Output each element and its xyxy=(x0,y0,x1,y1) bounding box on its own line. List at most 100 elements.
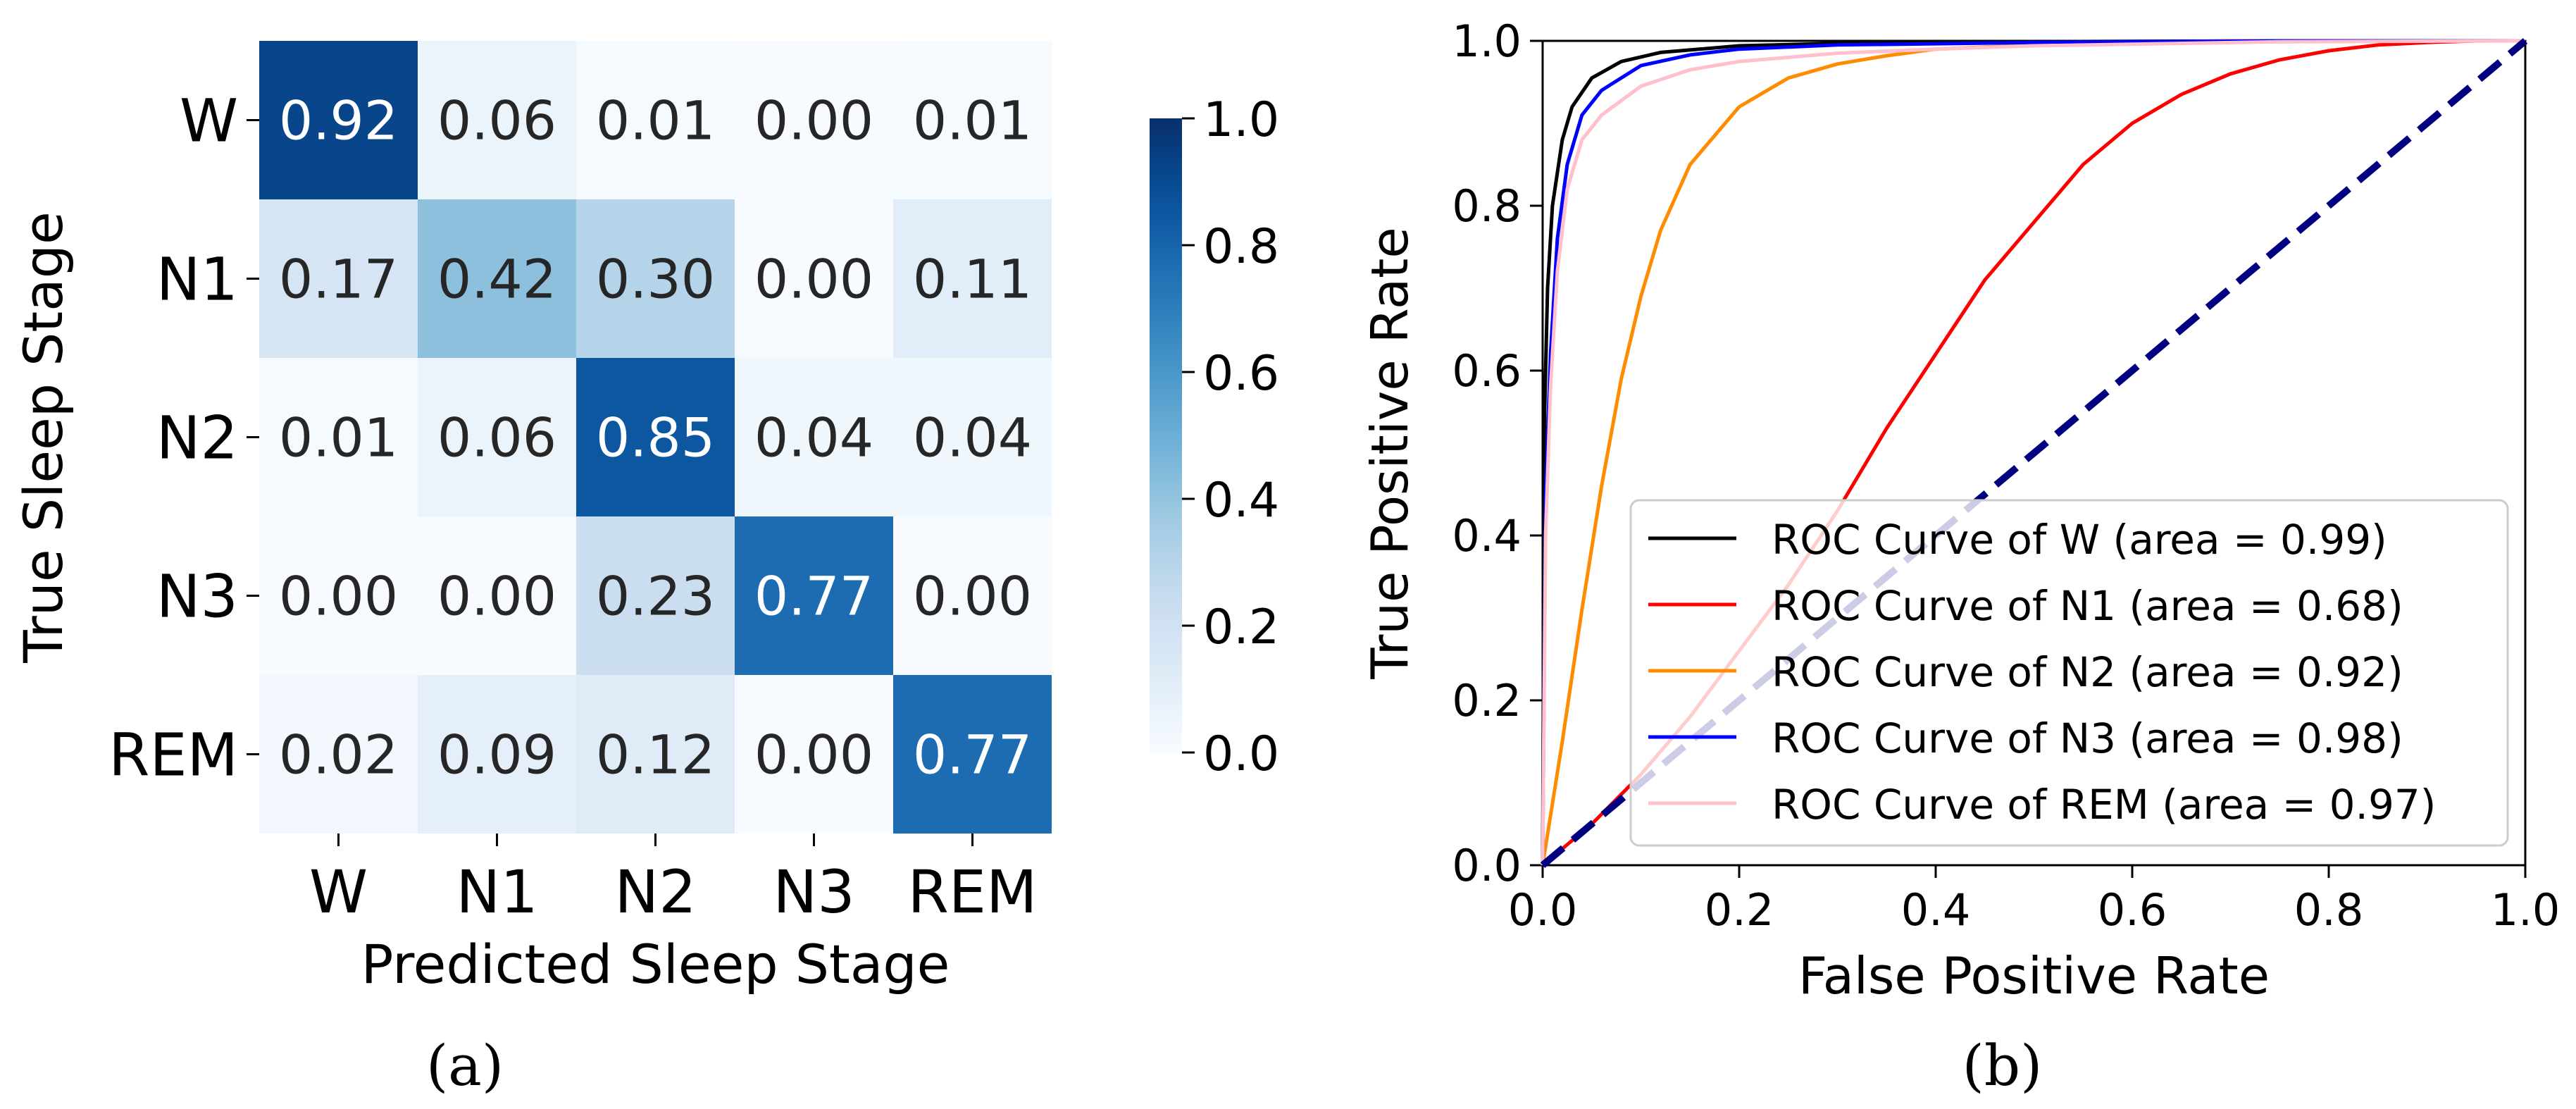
colorbar-tick-label: 0.4 xyxy=(1203,473,1279,528)
cm-value-label: 0.06 xyxy=(437,89,556,152)
cm-x-tick-label: N3 xyxy=(773,857,854,927)
roc-legend-label: ROC Curve of N3 (area = 0.98) xyxy=(1772,714,2403,762)
cm-value-label: 0.04 xyxy=(754,407,873,469)
colorbar-tick-label: 0.0 xyxy=(1203,726,1279,782)
roc-y-axis-label: True Positive Rate xyxy=(1360,227,1419,679)
roc-x-tick-label: 0.2 xyxy=(1705,884,1774,936)
colorbar-tick-label: 1.0 xyxy=(1203,92,1279,148)
confusion-matrix-panel: 0.92 0.06 0.01 0.00 0.01 0.17 0.42 0.30 0.00 0.11… xyxy=(12,41,1279,1098)
cm-cell xyxy=(576,41,735,199)
roc-legend-label: ROC Curve of W (area = 0.99) xyxy=(1772,516,2387,564)
roc-legend-label: ROC Curve of REM (area = 0.97) xyxy=(1772,781,2436,829)
cm-cell xyxy=(259,675,418,834)
roc-x-axis-label: False Positive Rate xyxy=(1798,946,2270,1005)
cm-cell xyxy=(576,516,735,675)
roc-y-tick-label: 0.6 xyxy=(1452,345,1522,397)
colorbar-gradient xyxy=(1150,118,1182,752)
cm-cell xyxy=(418,358,576,516)
roc-line-3 xyxy=(1541,39,2525,866)
cm-cell xyxy=(735,41,893,199)
cm-cell xyxy=(893,41,1052,199)
cm-x-tick-label: N2 xyxy=(614,857,696,927)
cm-value-label: 0.01 xyxy=(279,407,398,469)
roc-line-4 xyxy=(1541,39,2526,866)
cm-cell xyxy=(418,199,576,358)
cm-y-tick-label: N3 xyxy=(156,562,238,631)
panel-b-caption: (b) xyxy=(1962,1033,2043,1098)
colorbar: 0.0 0.2 0.4 0.6 0.8 1.0 xyxy=(1150,92,1279,782)
roc-x-tick-label: 1.0 xyxy=(2491,884,2561,936)
cm-cell xyxy=(893,358,1052,516)
cm-cell xyxy=(893,199,1052,358)
panel-a-caption: (a) xyxy=(426,1033,504,1098)
cm-y-tick-label: W xyxy=(180,87,238,156)
cm-y-tick-label: N2 xyxy=(156,404,238,473)
cm-cell xyxy=(259,516,418,675)
cm-cell xyxy=(259,358,418,516)
cm-value-label: 0.17 xyxy=(279,248,398,311)
cm-value-label: 0.23 xyxy=(596,565,715,628)
roc-y-tick-label: 0.8 xyxy=(1452,180,1522,232)
roc-legend-label: ROC Curve of N1 (area = 0.68) xyxy=(1772,582,2403,630)
colorbar-tick-label: 0.8 xyxy=(1203,219,1279,275)
cm-value-label: 0.00 xyxy=(754,248,873,311)
colorbar-tick-label: 0.6 xyxy=(1203,346,1279,402)
colorbar-tick-label: 0.2 xyxy=(1203,600,1279,655)
cm-value-label: 0.77 xyxy=(754,565,873,628)
cm-cell xyxy=(576,199,735,358)
cm-x-tick-label: N1 xyxy=(456,857,537,927)
cm-cell xyxy=(576,675,735,834)
cm-value-label: 0.85 xyxy=(596,407,715,469)
roc-legend: ROC Curve of W (area = 0.99) ROC Curve of… xyxy=(1629,499,2509,847)
cm-cell xyxy=(418,41,576,199)
cm-value-label: 0.92 xyxy=(279,89,398,152)
roc-legend-label: ROC Curve of N2 (area = 0.92) xyxy=(1772,648,2403,696)
cm-value-label: 0.01 xyxy=(596,89,715,152)
cm-value-label: 0.02 xyxy=(279,724,398,786)
roc-y-tick-label: 0.0 xyxy=(1452,840,1522,891)
cm-value-label: 0.01 xyxy=(913,89,1032,152)
cm-y-tick-label: N1 xyxy=(156,245,238,314)
roc-y-tick-label: 0.4 xyxy=(1452,510,1522,562)
cm-x-tick-label: W xyxy=(309,857,368,927)
cm-value-label: 0.00 xyxy=(279,565,398,628)
cm-y-tick-label: REM xyxy=(108,721,238,790)
cm-cell xyxy=(735,675,893,834)
cm-value-label: 0.77 xyxy=(913,724,1032,786)
roc-panel: 0.0 0.2 0.4 0.6 0.8 1.0 0.0 0.2 0.4 0.6 0.8 1.0 Fals… xyxy=(1360,16,2560,1098)
cm-value-label: 0.00 xyxy=(913,565,1032,628)
cm-cell xyxy=(735,516,893,675)
cm-x-axis-label: Predicted Sleep Stage xyxy=(361,933,950,996)
cm-value-label: 0.12 xyxy=(596,724,715,786)
cm-value-label: 0.04 xyxy=(913,407,1032,469)
roc-legend-box xyxy=(1629,499,2509,847)
cm-cell xyxy=(576,358,735,516)
confusion-matrix-cells xyxy=(259,41,1052,834)
cm-cell xyxy=(735,358,893,516)
cm-x-tick-label: REM xyxy=(908,857,1038,927)
cm-value-label: 0.30 xyxy=(596,248,715,311)
cm-cell xyxy=(893,516,1052,675)
cm-value-label: 0.00 xyxy=(437,565,556,628)
cm-value-label: 0.00 xyxy=(754,89,873,152)
cm-value-label: 0.00 xyxy=(754,724,873,786)
roc-x-tick-label: 0.0 xyxy=(1508,884,1578,936)
roc-y-tick-label: 1.0 xyxy=(1452,16,1522,67)
roc-y-tick-label: 0.2 xyxy=(1452,675,1522,726)
cm-value-label: 0.42 xyxy=(437,248,556,311)
cm-value-label: 0.11 xyxy=(913,248,1032,311)
confusion-matrix-value-labels: 0.92 0.06 0.01 0.00 0.01 0.17 0.42 0.30 0.00 0.11… xyxy=(279,89,1032,786)
cm-cell xyxy=(418,675,576,834)
roc-x-tick-label: 0.8 xyxy=(2294,884,2364,936)
cm-y-axis-label: True Sleep Stage xyxy=(12,211,75,663)
cm-cell xyxy=(259,41,418,199)
cm-cell xyxy=(259,199,418,358)
roc-axes: 0.0 0.2 0.4 0.6 0.8 1.0 0.0 0.2 0.4 0.6 0.8 1.0 Fals… xyxy=(1360,16,2560,1098)
roc-x-tick-label: 0.4 xyxy=(1901,884,1971,936)
roc-x-tick-label: 0.6 xyxy=(2098,884,2167,936)
cm-cell xyxy=(418,516,576,675)
cm-cell xyxy=(735,199,893,358)
cm-value-label: 0.09 xyxy=(437,724,556,786)
